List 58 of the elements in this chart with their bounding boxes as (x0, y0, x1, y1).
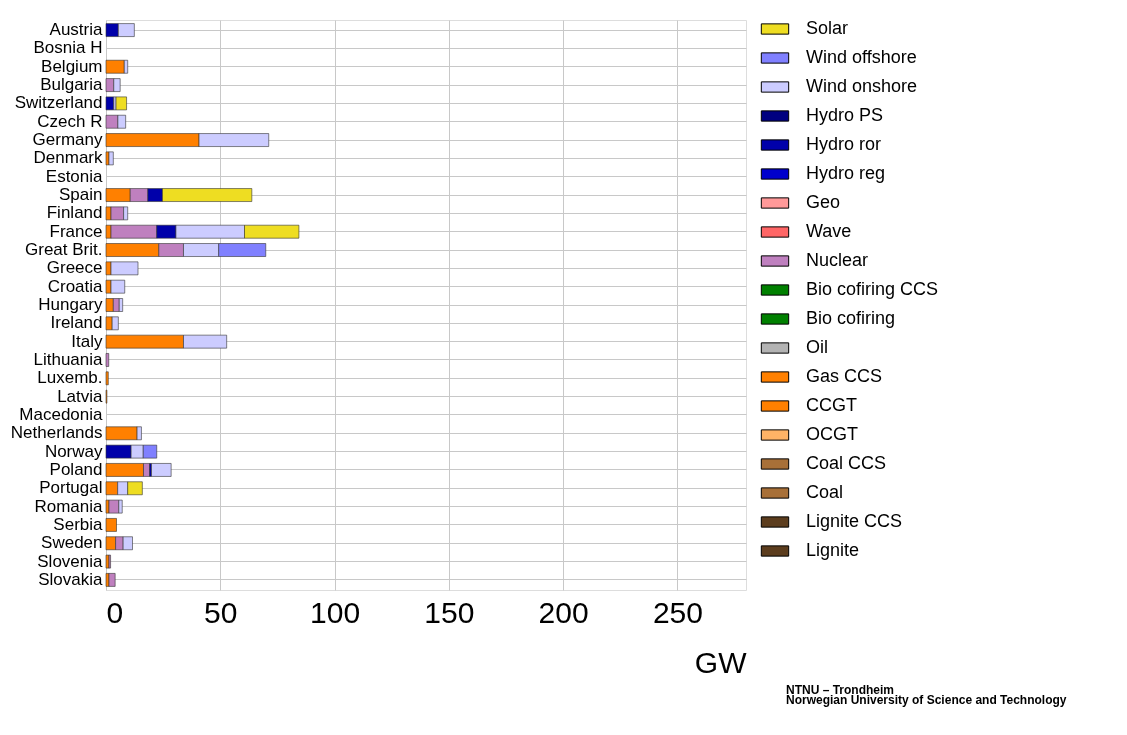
legend-label: Hydro reg (806, 163, 886, 183)
legend-label: Wave (806, 221, 852, 241)
legend-label: Wind onshore (806, 76, 918, 96)
legend-label: Hydro ror (806, 134, 882, 154)
legend-label: Bio cofiring CCS (806, 279, 939, 299)
y-tick-label: Ireland (50, 313, 103, 333)
legend-label: Hydro PS (806, 105, 884, 125)
y-tick-label: Luxemb. (37, 368, 103, 388)
y-tick-label: Sweden (41, 533, 103, 553)
y-tick-label: Norway (44, 441, 103, 461)
y-tick-label: Netherlands (10, 423, 103, 443)
y-tick-label: Poland (49, 459, 103, 479)
y-tick-label: Finland (46, 203, 103, 223)
y-tick-label: Great Brit. (25, 240, 103, 260)
y-tick-label: Austria (49, 20, 104, 40)
y-tick-label: Slovenia (37, 551, 104, 571)
x-tick-label: 100 (310, 595, 361, 629)
y-tick-label: Serbia (53, 514, 104, 534)
legend-label: Coal CCS (806, 453, 887, 473)
y-tick-label: France (49, 221, 103, 241)
legend-label: Lignite CCS (806, 511, 903, 531)
y-tick-label: Italy (71, 331, 103, 351)
y-tick-label: Lithuania (33, 349, 104, 369)
legend-label: Wind offshore (806, 47, 917, 67)
y-tick-label: Croatia (47, 276, 104, 296)
legend-label: Geo (806, 192, 841, 212)
text: Norwegian University of Science and Technology (786, 693, 1067, 707)
y-tick-label: Belgium (41, 56, 103, 76)
legend-label: Oil (806, 337, 828, 357)
x-tick-label: 200 (538, 595, 589, 629)
legend-label: Nuclear (806, 250, 869, 270)
legend-label: Gas CCS (806, 366, 883, 386)
legend-label: Lignite (806, 540, 860, 560)
y-tick-label: Czech R (37, 111, 103, 131)
legend-label: CCGT (806, 395, 857, 415)
legend-label: Bio cofiring (806, 308, 896, 328)
y-tick-label: Slovakia (38, 569, 104, 589)
x-tick-label: 150 (424, 595, 475, 629)
y-tick-label: Portugal (39, 478, 103, 498)
legend-label: Solar (806, 18, 849, 38)
x-tick-label: 250 (652, 595, 703, 629)
y-tick-label: Latvia (57, 386, 104, 406)
y-tick-label: Germany (32, 130, 103, 150)
y-tick-label: Hungary (38, 295, 103, 314)
y-tick-label: Romania (34, 496, 104, 516)
y-tick-label: Switzerland (14, 93, 103, 113)
y-tick-label: Bulgaria (40, 75, 104, 95)
legend-label: OCGT (806, 424, 858, 444)
legend-label: Coal (806, 482, 844, 502)
y-tick-label: Bosnia H (33, 38, 103, 58)
x-tick-label: 0 (106, 595, 124, 629)
x-tick-label: 50 (204, 595, 238, 629)
y-tick-label: Macedonia (19, 404, 104, 424)
y-tick-label: Greece (46, 258, 103, 278)
y-tick-label: Denmark (33, 148, 103, 168)
y-tick-label: Estonia (45, 166, 104, 186)
y-tick-label: Spain (59, 185, 103, 205)
x-axis-title: GW (694, 645, 748, 679)
